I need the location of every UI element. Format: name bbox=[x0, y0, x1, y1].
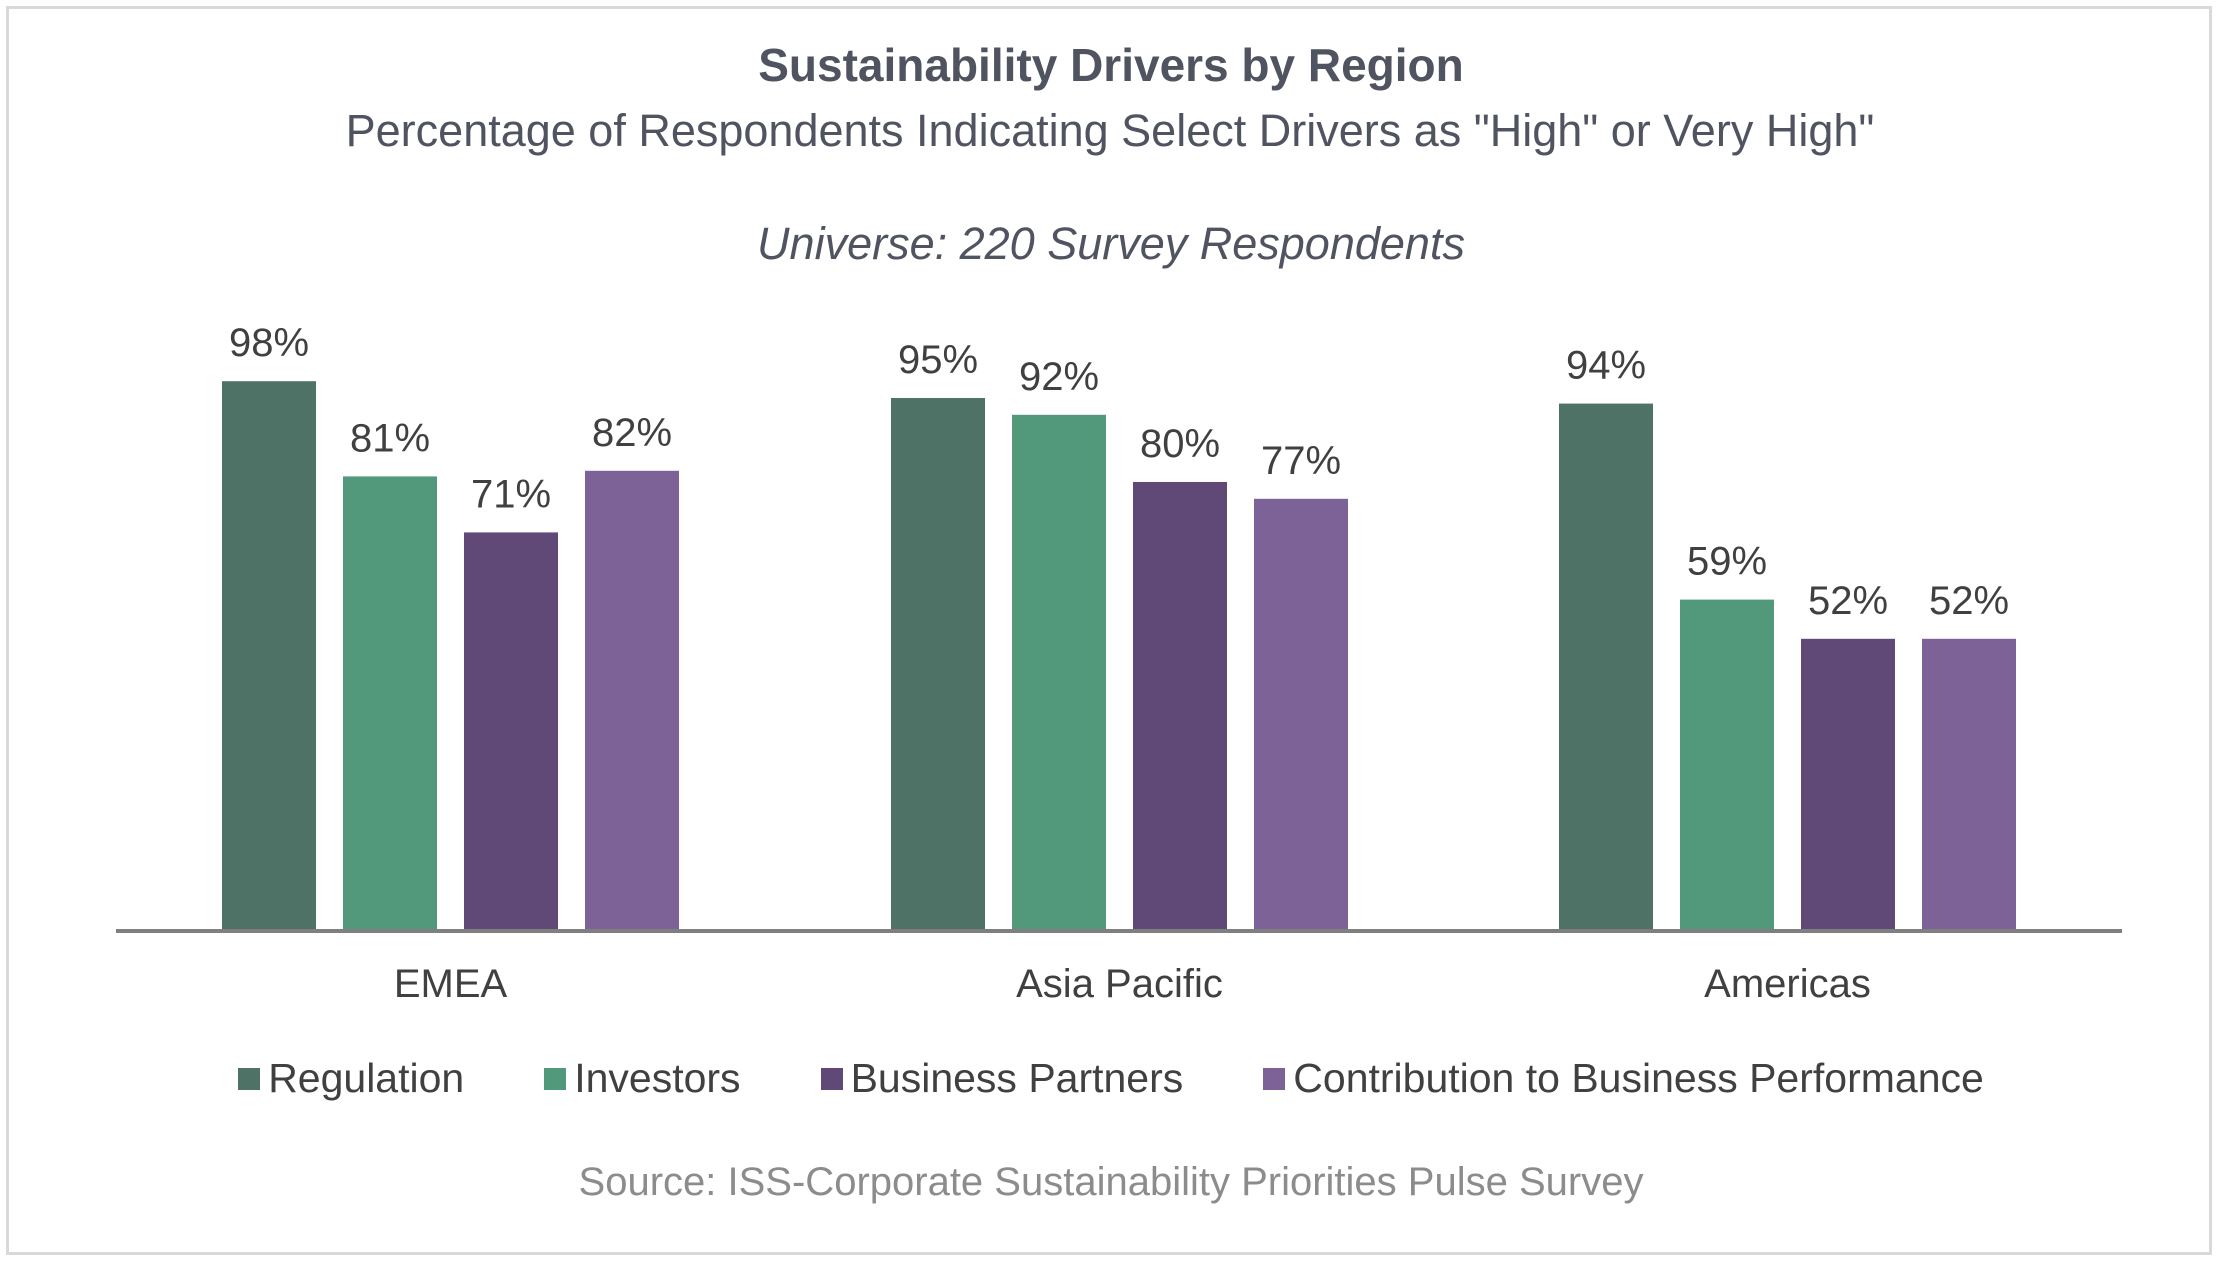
legend-label-contribution: Contribution to Business Performance bbox=[1293, 1055, 1984, 1101]
data-label-asia-pacific-business-partners: 80% bbox=[1140, 422, 1220, 466]
bar-asia-pacific-contribution-to-business-performance bbox=[1254, 498, 1348, 930]
bar-americas-contribution-to-business-performance bbox=[1922, 638, 2016, 930]
bar-asia-pacific-business-partners bbox=[1133, 482, 1227, 930]
bar-americas-regulation bbox=[1559, 403, 1653, 931]
data-label-emea-business-partners: 71% bbox=[471, 472, 551, 516]
bar-emea-investors bbox=[343, 476, 437, 930]
legend-swatch-investors bbox=[544, 1067, 567, 1090]
legend-label-investors: Investors bbox=[574, 1055, 741, 1101]
legend-item-regulation: Regulation bbox=[238, 1055, 464, 1102]
legend-item-business-partners: Business Partners bbox=[820, 1055, 1184, 1102]
x-tick-label-emea: EMEA bbox=[394, 962, 508, 1006]
legend-item-contribution: Contribution to Business Performance bbox=[1263, 1055, 1984, 1102]
bar-americas-investors bbox=[1680, 599, 1774, 930]
chart-title: Sustainability Drivers by Region bbox=[758, 39, 1464, 91]
data-label-americas-investors: 59% bbox=[1687, 540, 1767, 584]
data-label-emea-contribution-to-business-performance: 82% bbox=[592, 411, 672, 455]
data-label-emea-investors: 81% bbox=[350, 416, 430, 460]
data-label-asia-pacific-contribution-to-business-performance: 77% bbox=[1261, 439, 1341, 483]
legend-swatch-business-partners bbox=[820, 1067, 843, 1090]
chart-frame bbox=[6, 6, 2212, 1255]
chart-source: Source: ISS-Corporate Sustainability Pri… bbox=[578, 1160, 1644, 1204]
x-tick-label-asia-pacific: Asia Pacific bbox=[1016, 962, 1223, 1006]
legend: Regulation Investors Business Partners C… bbox=[0, 1055, 2222, 1102]
legend-item-investors: Investors bbox=[544, 1055, 741, 1102]
bar-emea-business-partners bbox=[464, 532, 558, 930]
legend-swatch-contribution bbox=[1263, 1067, 1286, 1090]
legend-label-business-partners: Business Partners bbox=[850, 1055, 1184, 1101]
chart-universe-note: Universe: 220 Survey Respondents bbox=[757, 218, 1465, 269]
bar-asia-pacific-investors bbox=[1012, 414, 1106, 930]
chart-subtitle: Percentage of Respondents Indicating Sel… bbox=[345, 105, 1875, 156]
bar-emea-regulation bbox=[222, 381, 316, 930]
data-label-asia-pacific-regulation: 95% bbox=[898, 338, 978, 382]
legend-swatch-regulation bbox=[238, 1067, 261, 1090]
data-label-americas-contribution-to-business-performance: 52% bbox=[1929, 579, 2009, 623]
data-label-emea-regulation: 98% bbox=[229, 321, 309, 365]
bar-americas-business-partners bbox=[1801, 638, 1895, 930]
bar-emea-contribution-to-business-performance bbox=[585, 470, 679, 930]
data-label-asia-pacific-investors: 92% bbox=[1019, 355, 1099, 399]
x-tick-label-americas: Americas bbox=[1704, 962, 1871, 1006]
data-label-americas-business-partners: 52% bbox=[1808, 579, 1888, 623]
data-label-americas-regulation: 94% bbox=[1566, 344, 1646, 388]
bar-asia-pacific-regulation bbox=[891, 398, 985, 930]
legend-label-regulation: Regulation bbox=[268, 1055, 465, 1101]
